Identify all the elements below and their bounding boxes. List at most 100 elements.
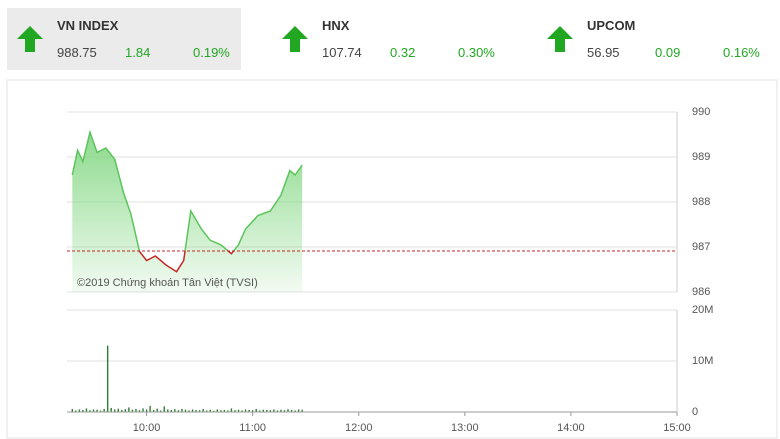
volume-bar (92, 409, 95, 412)
volume-bar (110, 407, 112, 412)
volume-bar (230, 408, 233, 412)
volume-bar (269, 410, 272, 412)
volume-bar (244, 409, 247, 412)
index-percent: 0.19% (193, 45, 230, 60)
y-tick-label: 988 (692, 196, 710, 208)
volume-bar (184, 409, 187, 412)
y-tick-label: 990 (692, 106, 710, 118)
up-arrow (282, 26, 308, 52)
volume-bar (138, 410, 141, 412)
index-tile[interactable]: VN INDEX 988.75 1.84 0.19% (7, 8, 241, 70)
volume-bar (255, 408, 257, 412)
volume-bar (287, 409, 289, 412)
chart-frame (6, 79, 778, 439)
volume-bar (273, 409, 275, 412)
index-tile[interactable]: UPCOM 56.95 0.09 0.16% (537, 8, 771, 70)
price-area (72, 132, 303, 292)
volume-bar (121, 409, 123, 412)
index-percent: 0.16% (723, 45, 760, 60)
volume-bar (85, 408, 88, 412)
y-tick-label: 20M (692, 304, 713, 316)
volume-bar (78, 409, 81, 412)
volume-bar (237, 409, 240, 412)
volume-bar (114, 409, 116, 412)
y-tick-label: 989 (692, 151, 710, 163)
index-name: UPCOM (587, 18, 636, 33)
volume-bar (198, 410, 201, 412)
volume-bar (170, 409, 173, 412)
index-tile[interactable]: HNX 107.74 0.32 0.30% (272, 8, 506, 70)
volume-bar (251, 410, 254, 412)
volume-bar (195, 409, 197, 412)
up-arrow (547, 26, 573, 52)
volume-bar (301, 409, 303, 412)
volume-bar (290, 409, 293, 412)
y-tick-label: 986 (692, 286, 710, 298)
volume-bar (205, 410, 208, 412)
volume-bar (297, 409, 300, 412)
volume-bar (202, 408, 204, 412)
x-tick-label: 11:00 (239, 422, 266, 434)
price-line (71, 129, 303, 252)
x-tick-label: 15:00 (663, 422, 691, 434)
volume-bar (128, 407, 130, 412)
volume-bar (103, 408, 105, 412)
x-tick-label: 10:00 (133, 422, 161, 434)
volume-bar (142, 408, 144, 412)
volume-bar (96, 409, 98, 412)
index-name: VN INDEX (57, 18, 119, 33)
volume-bar (167, 409, 169, 412)
volume-bar (262, 409, 264, 412)
volume-bar (160, 410, 162, 412)
x-tick-label: 13:00 (451, 422, 479, 434)
volume-bar (191, 409, 194, 412)
index-percent: 0.30% (458, 45, 495, 60)
index-name: HNX (322, 18, 350, 33)
volume-bar (163, 406, 165, 412)
index-value: 56.95 (587, 45, 620, 60)
volume-bar (124, 409, 127, 412)
volume-bar (135, 408, 137, 412)
volume-bar (181, 408, 183, 412)
index-change: 1.84 (125, 45, 151, 60)
volume-bar (209, 409, 211, 412)
index-change: 0.09 (655, 45, 681, 60)
index-change: 0.32 (390, 45, 416, 60)
up-arrow (17, 26, 43, 52)
volume-bar (276, 410, 279, 412)
volume-bar (213, 410, 215, 412)
x-tick-label: 12:00 (345, 422, 373, 434)
annotation: ©2019 Chứng khoán Tân Việt (TVSI) (77, 277, 258, 289)
volume-bar (241, 410, 243, 412)
volume-bar (223, 409, 226, 412)
volume-bar (156, 408, 158, 412)
volume-bar (188, 410, 190, 412)
volume-bar (152, 409, 155, 412)
price-line-below-reference (138, 251, 235, 273)
volume-bar (89, 410, 91, 412)
index-value: 107.74 (322, 45, 362, 60)
volume-bar (106, 345, 109, 412)
volume-bar (220, 410, 222, 412)
x-tick-label: 14:00 (557, 422, 585, 434)
volume-bar (283, 410, 286, 412)
volume-bar (216, 409, 218, 412)
volume-bar (82, 409, 84, 412)
index-value: 988.75 (57, 45, 97, 60)
volume-bar (117, 408, 119, 412)
y-tick-label: 0 (692, 406, 698, 418)
volume-bar (99, 410, 102, 412)
volume-bar (145, 409, 148, 412)
volume-bar (75, 410, 77, 412)
volume-bar (248, 409, 250, 412)
volume-bar (227, 410, 229, 412)
volume-bar (266, 409, 268, 412)
y-tick-label: 987 (692, 241, 710, 253)
volume-bar (149, 405, 151, 412)
volume-bar (259, 410, 261, 412)
volume-bar (71, 408, 74, 412)
volume-bar (294, 410, 296, 412)
volume-bar (234, 410, 236, 412)
